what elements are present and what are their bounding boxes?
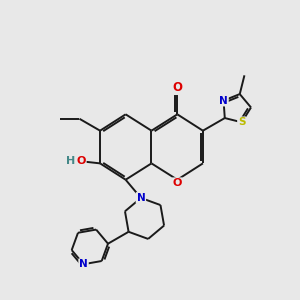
Text: O: O — [173, 178, 182, 188]
Text: H: H — [66, 156, 75, 166]
Text: O: O — [76, 156, 86, 166]
Text: O: O — [172, 81, 182, 94]
Text: S: S — [238, 117, 245, 127]
Text: N: N — [79, 259, 88, 269]
Text: N: N — [136, 193, 145, 203]
Text: N: N — [219, 96, 228, 106]
